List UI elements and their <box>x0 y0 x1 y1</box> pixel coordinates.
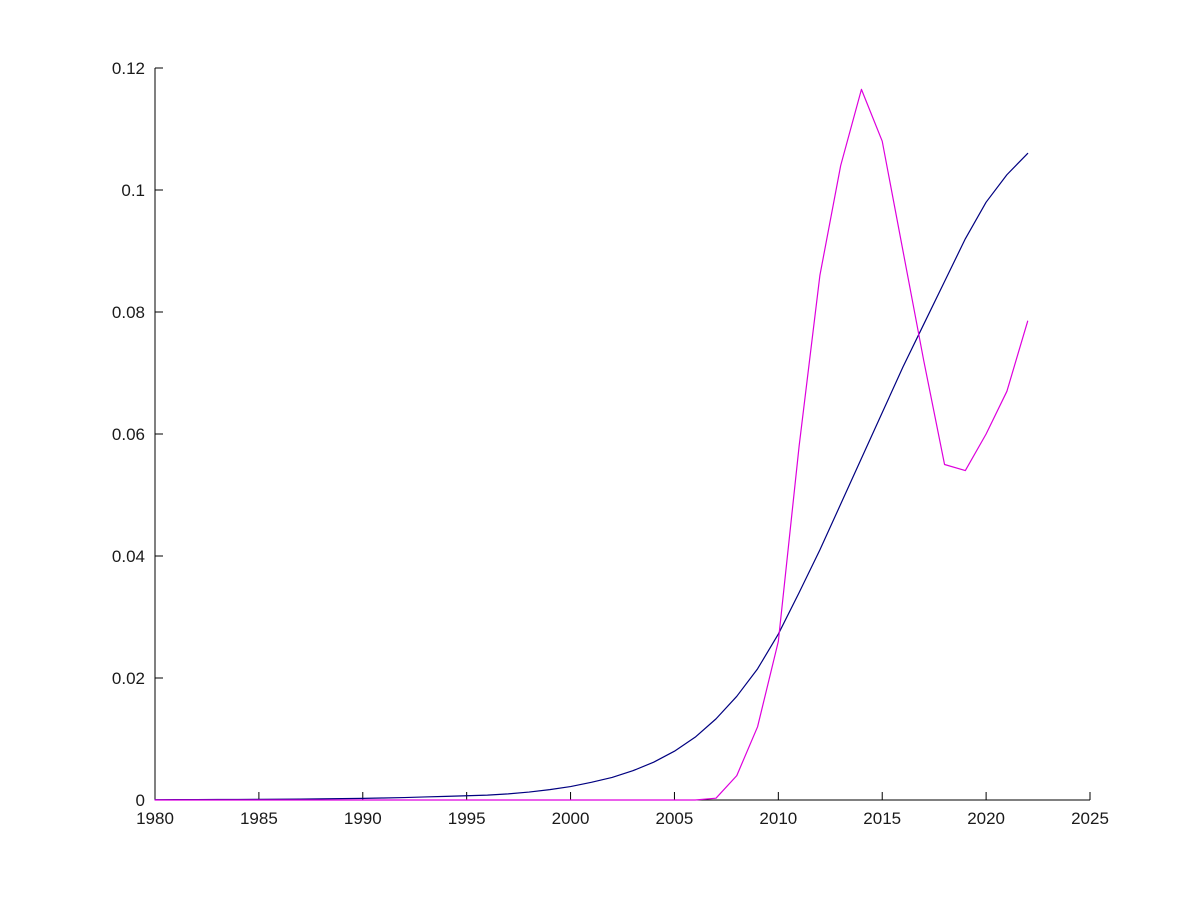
x-tick-label: 2005 <box>656 809 694 828</box>
x-tick-label: 2015 <box>863 809 901 828</box>
x-tick-label: 1985 <box>240 809 278 828</box>
x-tick-label: 1990 <box>344 809 382 828</box>
y-tick-label: 0.08 <box>112 303 145 322</box>
tick-labels: 1980 1985 1990 1995 2000 2005 2010 2015 2020 2025… <box>112 59 1109 828</box>
plot-series <box>154 88 1029 801</box>
x-tick-label: 1995 <box>448 809 486 828</box>
series-spike-magenta <box>154 88 1029 801</box>
x-tick-label: 2010 <box>759 809 797 828</box>
x-tick-label: 2020 <box>967 809 1005 828</box>
y-tick-label: 0.04 <box>112 547 145 566</box>
axes <box>154 67 1091 801</box>
x-tick-label: 2025 <box>1071 809 1109 828</box>
y-tick-label: 0.12 <box>112 59 145 78</box>
y-tick-label: 0.06 <box>112 425 145 444</box>
y-tick-label: 0 <box>136 791 145 810</box>
series-smooth-sigmoid-blue <box>154 152 1029 801</box>
x-tick-label: 2000 <box>552 809 590 828</box>
y-tick-label: 0.1 <box>121 181 145 200</box>
y-tick-label: 0.02 <box>112 669 145 688</box>
x-tick-label: 1980 <box>136 809 174 828</box>
